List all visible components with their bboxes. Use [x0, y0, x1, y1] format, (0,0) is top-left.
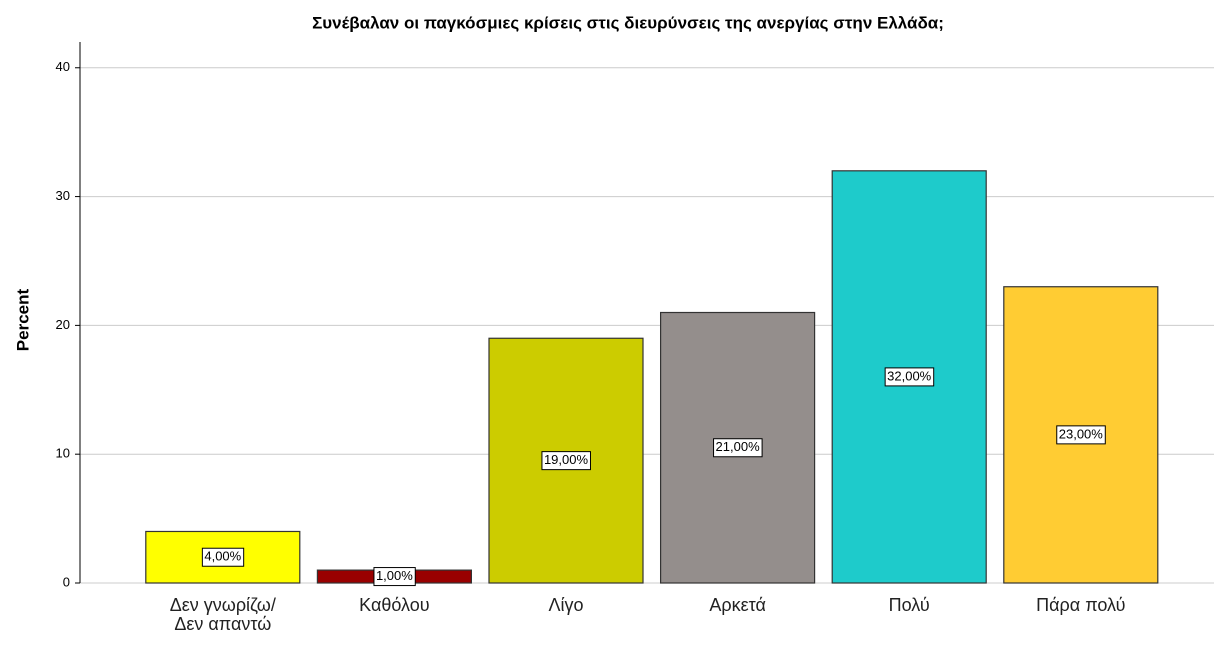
value-label-box — [884, 367, 935, 387]
x-tick-label: Λίγο — [548, 595, 584, 615]
value-label: 4,00% — [204, 549, 241, 564]
value-label: 32,00% — [887, 368, 932, 383]
y-tick-label: 20 — [56, 317, 70, 332]
y-tick-label: 40 — [56, 59, 70, 74]
value-label-box — [201, 547, 245, 567]
value-label: 21,00% — [716, 439, 761, 454]
y-tick-label: 30 — [56, 188, 70, 203]
value-label-box — [1056, 425, 1106, 445]
y-tick-label: 10 — [56, 446, 70, 461]
value-label: 19,00% — [544, 452, 589, 467]
x-tick-label: Πολύ — [888, 595, 930, 615]
value-label-box — [713, 438, 763, 458]
chart-title: Συνέβαλαν οι παγκόσμιες κρίσεις στις διε… — [312, 13, 944, 32]
value-label-box — [541, 451, 591, 471]
x-tick-label: Αρκετά — [709, 595, 766, 615]
x-tick-label: Πάρα πολύ — [1036, 595, 1126, 615]
x-tick-label: Καθόλου — [359, 595, 430, 615]
value-label-box — [373, 567, 416, 587]
value-label: 1,00% — [376, 568, 413, 583]
y-axis-label: Percent — [13, 288, 32, 351]
y-tick-label: 0 — [63, 574, 70, 589]
value-label: 23,00% — [1059, 426, 1104, 441]
x-tick-label: Δεν γνωρίζω/Δεν απαντώ — [169, 595, 276, 634]
